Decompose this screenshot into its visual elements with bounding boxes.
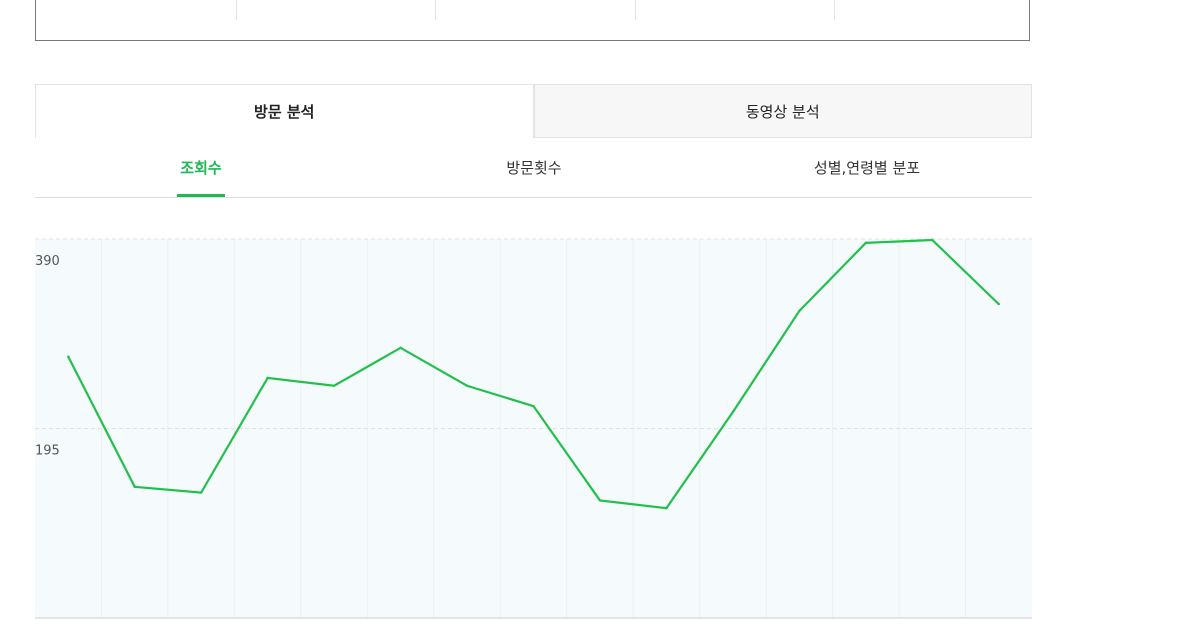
divider xyxy=(635,0,636,20)
subtab-visit-count[interactable]: 방문횟수 xyxy=(506,159,562,177)
data-point xyxy=(532,404,535,408)
subtab-gender-age[interactable]: 성별,연령별 분포 xyxy=(813,159,921,177)
data-point xyxy=(731,410,735,414)
data-point xyxy=(864,241,868,245)
divider xyxy=(435,0,436,20)
data-point xyxy=(399,346,402,350)
tab-video-analysis[interactable]: 동영상 분석 xyxy=(533,84,1032,138)
active-subtab-underline xyxy=(177,194,225,197)
subtab-views[interactable]: 조회수 xyxy=(180,159,222,177)
main-tabs: 방문 분석 동영상 분석 xyxy=(35,84,1032,138)
data-point xyxy=(997,302,1000,306)
data-point xyxy=(598,499,602,502)
y-tick-label: 390 xyxy=(35,254,60,269)
divider xyxy=(236,0,237,20)
sub-tabs: 조회수 방문횟수 성별,연령별 분포 xyxy=(35,138,1032,198)
data-point xyxy=(133,485,136,489)
data-point xyxy=(931,238,934,242)
y-tick-label: 195 xyxy=(35,444,60,459)
tab-visit-analysis[interactable]: 방문 분석 xyxy=(35,84,534,138)
data-point xyxy=(332,384,336,387)
data-point xyxy=(67,355,70,358)
data-point xyxy=(798,309,801,313)
data-point xyxy=(266,376,269,380)
data-point xyxy=(199,491,203,494)
data-point xyxy=(465,384,469,387)
data-point xyxy=(665,506,668,510)
divider xyxy=(834,0,835,20)
summary-panel xyxy=(35,0,1030,41)
